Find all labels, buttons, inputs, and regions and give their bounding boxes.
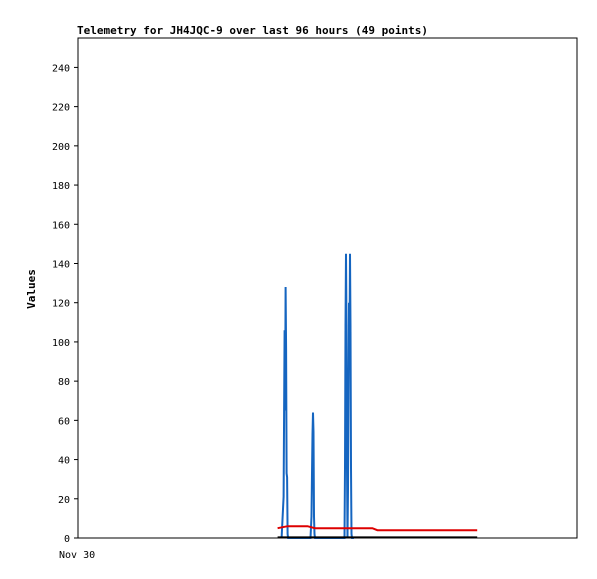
y-tick-label: 140 xyxy=(52,259,70,270)
y-axis-title: Values xyxy=(25,269,38,309)
y-tick-label: 80 xyxy=(58,377,70,388)
series-group xyxy=(277,253,478,539)
y-tick-label: 40 xyxy=(58,456,70,467)
y-tick-label: 200 xyxy=(52,142,70,153)
y-tick-label: 100 xyxy=(52,338,70,349)
y-axis: 0 20 40 60 80 100 120 140 160 180 200 220 240 xyxy=(52,63,78,545)
y-tick-label: 120 xyxy=(52,299,70,310)
y-tick-label: 220 xyxy=(52,103,70,114)
chart-title: Telemetry for JH4JQC-9 over last 96 hour… xyxy=(77,24,428,37)
y-tick-label: 160 xyxy=(52,220,70,231)
y-tick-label: 20 xyxy=(58,495,70,506)
plot-area xyxy=(77,37,578,539)
y-tick-label: 60 xyxy=(58,416,70,427)
series-line-1 xyxy=(277,525,478,532)
y-tick-label: 180 xyxy=(52,181,70,192)
y-tick-label: 0 xyxy=(64,534,70,545)
y-tick-label: 240 xyxy=(52,63,70,74)
x-axis: Nov 30 xyxy=(59,550,95,561)
x-tick-label: Nov 30 xyxy=(59,550,95,561)
